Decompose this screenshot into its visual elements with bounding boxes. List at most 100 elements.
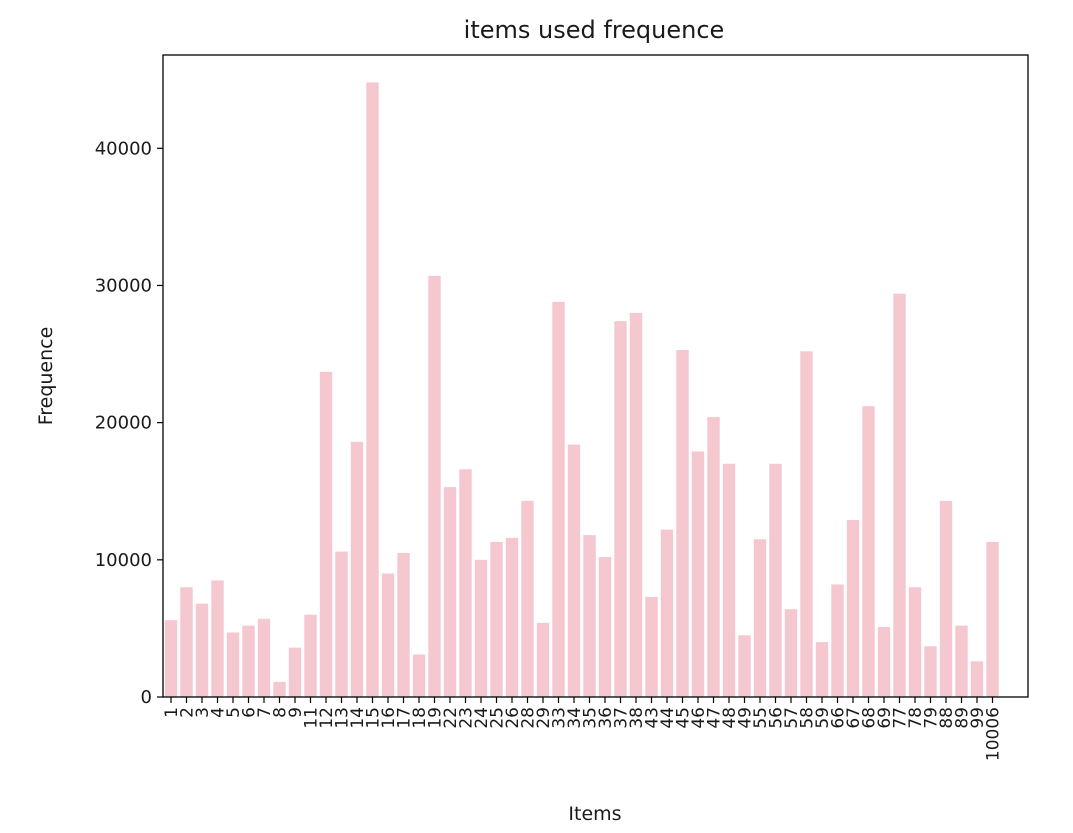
bar-46 — [691, 451, 705, 697]
x-tick-label: 10006 — [984, 707, 1004, 761]
x-tick-label: 23 — [457, 707, 477, 729]
x-tick-label: 6 — [240, 707, 260, 718]
x-tick-label: 77 — [891, 707, 911, 729]
bar-26 — [505, 537, 519, 697]
y-tick-label: 0 — [141, 687, 152, 708]
bar-9 — [288, 647, 302, 697]
bar-29 — [536, 622, 550, 697]
bar-10006 — [986, 541, 999, 697]
y-tick-label: 10000 — [95, 550, 152, 571]
bar-18 — [412, 654, 426, 697]
y-axis-ticks: 0 10000 20000 30000 40000 — [95, 138, 163, 708]
bar-89 — [955, 625, 968, 697]
x-tick-label: 78 — [906, 707, 926, 729]
bar-11 — [304, 614, 317, 697]
x-tick-label: 59 — [813, 707, 833, 729]
x-tick-label: 8 — [271, 707, 291, 718]
bar-48 — [722, 463, 736, 697]
x-tick-label: 79 — [922, 707, 942, 729]
bar-22 — [443, 487, 457, 697]
x-axis-ticks: 1234567891112131415161718192223242526282… — [162, 697, 1004, 761]
bar-38 — [629, 312, 643, 697]
x-tick-label: 33 — [550, 707, 570, 729]
x-tick-label: 19 — [426, 707, 446, 729]
x-tick-label: 29 — [534, 707, 554, 729]
bar-33 — [552, 301, 565, 697]
bar-15 — [366, 82, 379, 697]
bar-58 — [800, 351, 813, 697]
bar-55 — [753, 539, 767, 697]
bar-59 — [815, 642, 829, 697]
bar-45 — [676, 349, 689, 697]
x-tick-label: 2 — [178, 707, 198, 718]
y-tick-label: 20000 — [95, 413, 152, 434]
x-tick-label: 88 — [937, 707, 957, 729]
y-tick-label: 30000 — [95, 275, 152, 296]
y-tick-label: 40000 — [95, 138, 152, 159]
x-tick-label: 28 — [519, 707, 539, 729]
x-tick-label: 46 — [689, 707, 709, 729]
bar-36 — [598, 557, 612, 697]
x-tick-label: 99 — [968, 707, 988, 729]
x-tick-label: 48 — [720, 707, 740, 729]
bar-24 — [474, 559, 488, 697]
x-tick-label: 5 — [224, 707, 244, 718]
bar-78 — [908, 587, 922, 697]
x-tick-label: 69 — [875, 707, 895, 729]
bar-23 — [459, 469, 472, 697]
bar-12 — [319, 371, 333, 697]
x-tick-label: 44 — [658, 707, 678, 729]
x-tick-label: 43 — [643, 707, 663, 729]
bar-16 — [381, 573, 395, 697]
x-tick-label: 15 — [364, 707, 384, 729]
bar-2 — [180, 587, 193, 697]
bar-34 — [567, 444, 581, 697]
bar-4 — [211, 580, 224, 697]
x-axis-label: Items — [568, 803, 621, 825]
bar-69 — [877, 627, 891, 697]
x-tick-label: 55 — [751, 707, 771, 729]
x-tick-label: 58 — [798, 707, 818, 729]
x-tick-label: 38 — [627, 707, 647, 729]
x-tick-label: 17 — [395, 707, 415, 729]
bar-66 — [831, 584, 844, 697]
bar-17 — [397, 552, 410, 697]
bar-47 — [707, 417, 720, 697]
bar-44 — [660, 529, 674, 697]
bar-49 — [738, 635, 751, 697]
bar-43 — [645, 596, 658, 697]
x-tick-label: 14 — [348, 707, 368, 729]
x-tick-label: 13 — [333, 707, 353, 729]
bar-68 — [862, 406, 875, 697]
bar-6 — [242, 625, 255, 697]
bar-37 — [614, 321, 627, 697]
y-axis-label: Frequence — [35, 327, 57, 426]
bar-88 — [939, 500, 953, 697]
plot-frame — [162, 54, 1029, 698]
x-tick-label: 16 — [379, 707, 399, 729]
x-tick-label: 11 — [302, 707, 322, 729]
bar-19 — [428, 275, 441, 697]
x-tick-label: 22 — [441, 707, 461, 729]
x-tick-label: 9 — [286, 707, 306, 718]
bar-8 — [273, 681, 286, 697]
bar-56 — [769, 463, 782, 697]
x-tick-label: 56 — [767, 707, 787, 729]
bar-35 — [583, 535, 596, 697]
x-tick-label: 4 — [209, 707, 229, 718]
bar-13 — [335, 551, 348, 697]
bars-group — [164, 82, 999, 697]
x-tick-label: 37 — [612, 707, 632, 729]
x-tick-label: 89 — [953, 707, 973, 729]
bar-28 — [521, 500, 534, 697]
bar-14 — [350, 441, 364, 697]
x-tick-label: 66 — [829, 707, 849, 729]
x-tick-label: 12 — [317, 707, 337, 729]
chart-title: items used frequence — [464, 16, 725, 44]
x-tick-label: 67 — [844, 707, 864, 729]
bar-79 — [924, 646, 937, 697]
bar-77 — [893, 293, 906, 697]
bar-3 — [195, 603, 209, 697]
